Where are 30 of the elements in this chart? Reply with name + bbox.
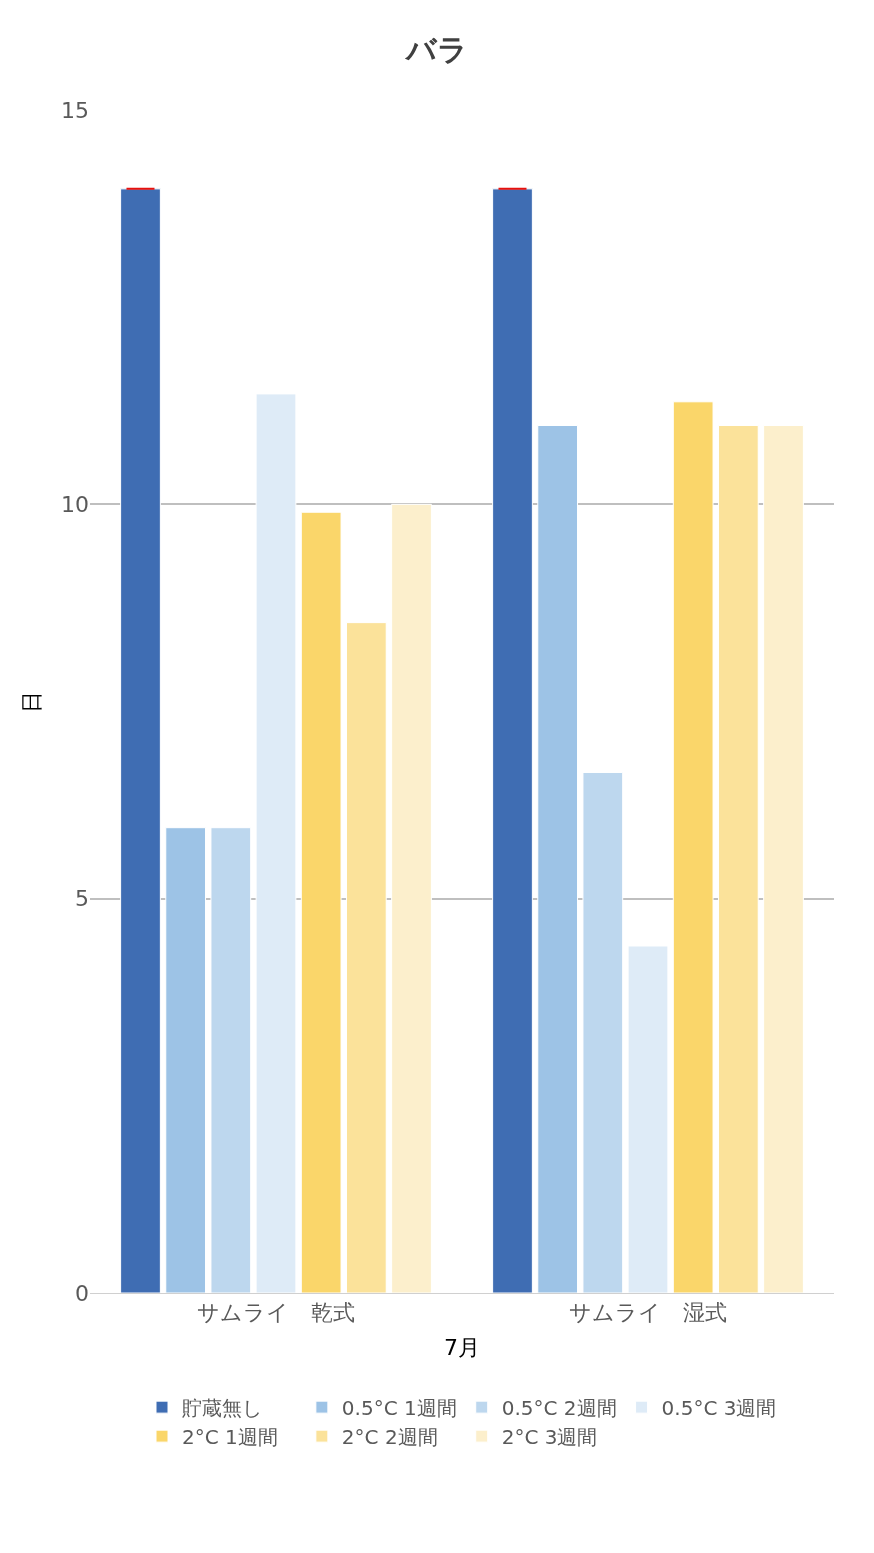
bar	[165, 827, 207, 1293]
bar	[345, 622, 387, 1293]
legend-label: 2°C 1週間	[182, 1424, 278, 1449]
y-tick-label: 0	[75, 1280, 89, 1306]
bar	[582, 771, 624, 1293]
chart-title: バラ	[404, 31, 468, 67]
y-axis-title: 日	[18, 690, 44, 713]
bar	[391, 503, 432, 1293]
bar	[717, 424, 759, 1293]
bar	[492, 188, 533, 1293]
bar	[763, 424, 804, 1293]
y-tick-label: 5	[75, 886, 89, 912]
bar	[255, 393, 297, 1293]
x-tick-label: サムライ 湿式	[569, 1300, 727, 1326]
bar	[300, 511, 342, 1293]
legend-label: 0.5°C 3週間	[661, 1395, 777, 1420]
legend-label: 0.5°C 2週間	[501, 1395, 617, 1420]
bar	[210, 827, 252, 1293]
legend-label: 貯蔵無し	[182, 1395, 262, 1420]
y-tick-label: 15	[61, 97, 89, 123]
y-tick-label: 10	[61, 492, 89, 518]
legend-label: 2°C 3週間	[501, 1424, 598, 1449]
legend-label: 2°C 2週間	[341, 1424, 438, 1449]
bar	[672, 401, 714, 1293]
bar	[120, 188, 161, 1293]
bar	[537, 424, 579, 1293]
legend-label: 0.5°C 1週間	[341, 1395, 457, 1420]
x-tick-label: サムライ 乾式	[197, 1300, 355, 1326]
x-axis-title: 7月	[444, 1335, 480, 1361]
bar	[627, 945, 669, 1293]
